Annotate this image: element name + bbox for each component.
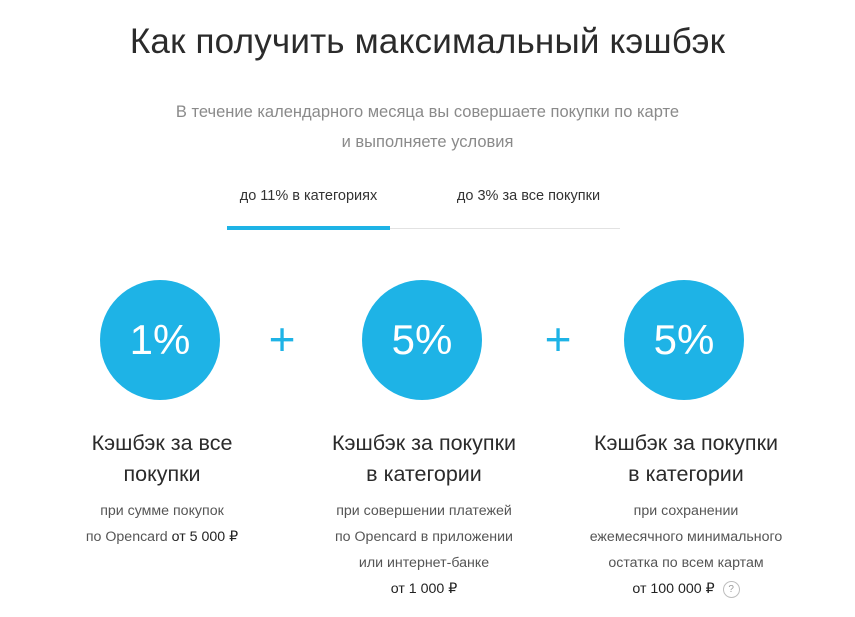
active-tab-indicator <box>227 226 390 230</box>
card-desc-line: ежемесячного минимального <box>589 529 783 545</box>
card-heading: Кэшбэк за покупки в категории <box>299 428 549 490</box>
help-icon[interactable]: ? <box>722 580 740 598</box>
card-amount: от 100 000 ₽ <box>632 581 715 597</box>
plus-icon: + <box>544 313 572 365</box>
tab-all-purchases[interactable]: до 3% за все покупки <box>456 188 601 204</box>
card-heading: Кэшбэк за все покупки <box>37 428 287 490</box>
card-description: при сумме покупок по Opencard от 5 000 ₽ <box>37 498 287 550</box>
subtitle-line-1: В течение календарного месяца вы соверша… <box>175 103 680 121</box>
card-heading-line: Кэшбэк за все <box>91 431 233 455</box>
card-desc-line: остатка по всем картам <box>608 555 764 571</box>
card-heading: Кэшбэк за покупки в категории <box>561 428 811 490</box>
card-desc-line: при сумме покупок <box>100 503 224 519</box>
cashback-card-2: Кэшбэк за покупки в категории при соверш… <box>299 428 549 602</box>
card-heading-line: Кэшбэк за покупки <box>331 431 516 455</box>
subtitle-line-2: и выполняете условия <box>341 133 514 151</box>
card-desc-line: или интернет-банке <box>358 555 490 571</box>
card-desc-text: по Opencard <box>85 529 168 545</box>
card-description: при совершении платежей по Opencard в пр… <box>299 498 549 602</box>
card-amount-row: от 100 000 ₽? <box>561 576 811 602</box>
page-subtitle: В течение календарного месяца вы соверша… <box>0 97 855 157</box>
percent-circle-1: 1% <box>100 280 220 400</box>
card-description: при сохранении ежемесячного минимального… <box>561 498 811 602</box>
page-title: Как получить максимальный кэшбэк <box>129 22 726 61</box>
percent-circle-3: 5% <box>624 280 744 400</box>
cashback-card-1: Кэшбэк за все покупки при сумме покупок … <box>37 428 287 550</box>
cashback-card-3: Кэшбэк за покупки в категории при сохран… <box>561 428 811 602</box>
plus-icon: + <box>268 313 296 365</box>
cashback-tabs: до 11% в категориях до 3% за все покупки <box>227 184 620 230</box>
card-heading-line: в категории <box>366 462 482 486</box>
card-amount: от 5 000 ₽ <box>171 529 239 545</box>
card-desc-line: при сохранении <box>633 503 739 519</box>
tab-categories[interactable]: до 11% в категориях <box>239 188 378 204</box>
card-desc-line: при совершении платежей <box>336 503 512 519</box>
card-amount: от 1 000 ₽ <box>390 581 458 597</box>
card-heading-line: Кэшбэк за покупки <box>593 431 778 455</box>
card-desc-line: по Opencard в приложении <box>335 529 513 545</box>
card-heading-line: в категории <box>628 462 744 486</box>
percent-circle-2: 5% <box>362 280 482 400</box>
card-desc-line: по Opencard от 5 000 ₽ <box>37 524 287 550</box>
card-heading-line: покупки <box>123 462 201 486</box>
